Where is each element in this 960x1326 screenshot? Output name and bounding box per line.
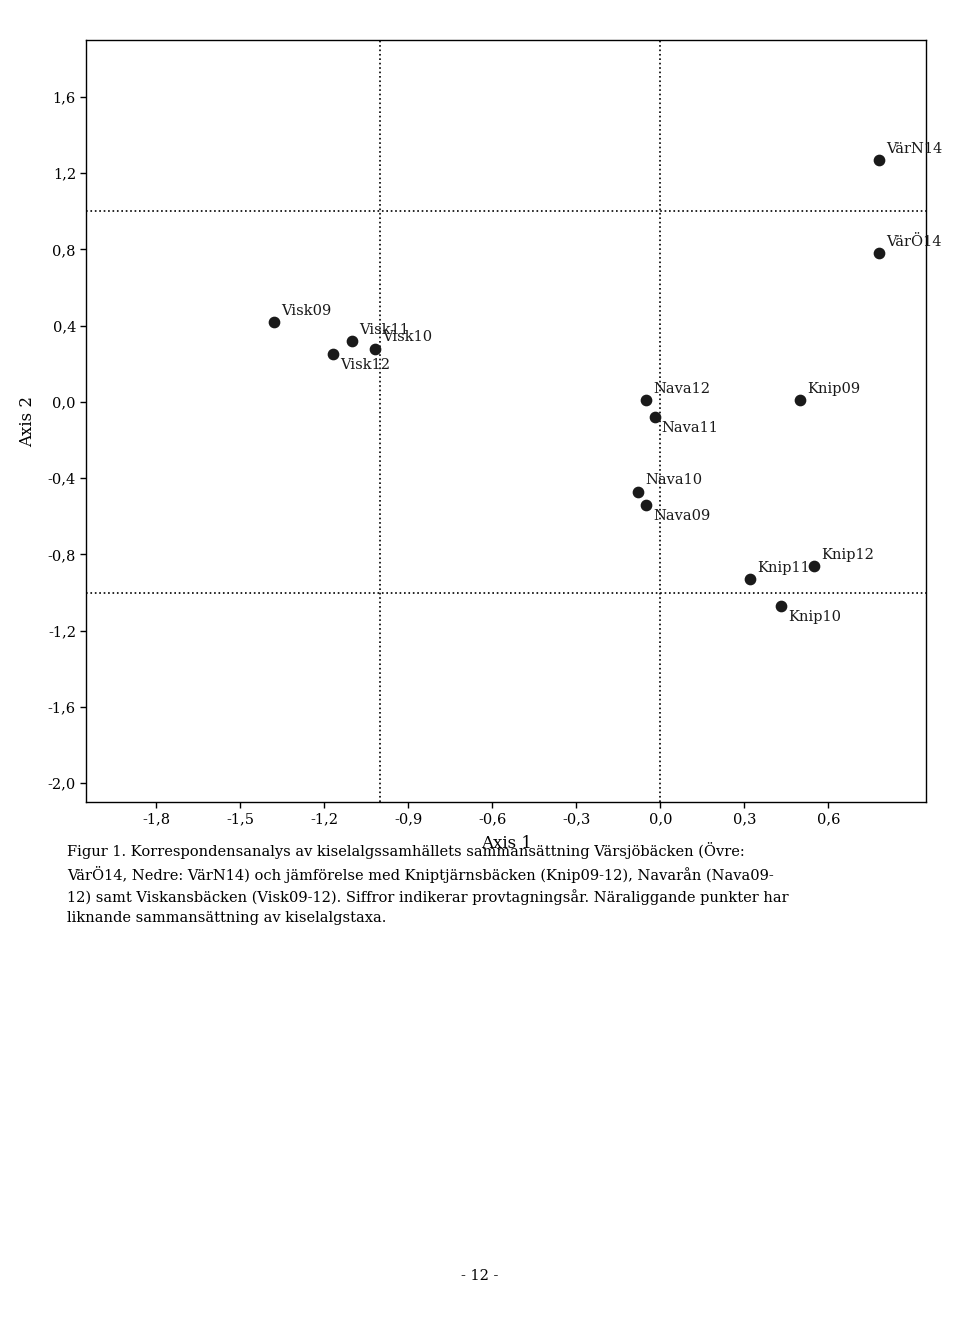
Text: Nava09: Nava09	[654, 509, 710, 522]
Point	[773, 595, 788, 617]
Text: Visk12: Visk12	[340, 358, 390, 373]
Text: Nava11: Nava11	[661, 422, 719, 435]
Text: Nava12: Nava12	[654, 382, 710, 396]
Point	[367, 338, 382, 359]
Point	[793, 390, 808, 411]
Text: VärÖ14: VärÖ14	[886, 235, 941, 249]
Point	[647, 407, 662, 428]
Text: Knip12: Knip12	[822, 548, 875, 562]
Text: Knip10: Knip10	[788, 610, 841, 625]
Point	[806, 556, 822, 577]
Point	[345, 330, 360, 351]
Point	[742, 569, 757, 590]
Text: Knip11: Knip11	[756, 561, 809, 575]
Point	[871, 243, 886, 264]
Text: VärN14: VärN14	[886, 142, 942, 155]
Text: - 12 -: - 12 -	[462, 1269, 498, 1282]
Point	[631, 481, 646, 503]
Point	[638, 495, 654, 516]
Text: Knip09: Knip09	[807, 382, 860, 396]
Y-axis label: Axis 2: Axis 2	[19, 395, 36, 447]
Text: Visk11: Visk11	[359, 322, 409, 337]
X-axis label: Axis 1: Axis 1	[481, 835, 532, 853]
Text: Nava10: Nava10	[645, 473, 702, 488]
Text: Figur 1. Korrespondensanalys av kiselalgssamhällets sammansättning Värsjöbäcken : Figur 1. Korrespondensanalys av kiselalg…	[67, 842, 789, 924]
Point	[871, 150, 886, 171]
Text: Visk10: Visk10	[382, 330, 432, 345]
Text: Visk09: Visk09	[281, 304, 331, 318]
Point	[266, 312, 281, 333]
Point	[325, 343, 341, 365]
Point	[638, 390, 654, 411]
